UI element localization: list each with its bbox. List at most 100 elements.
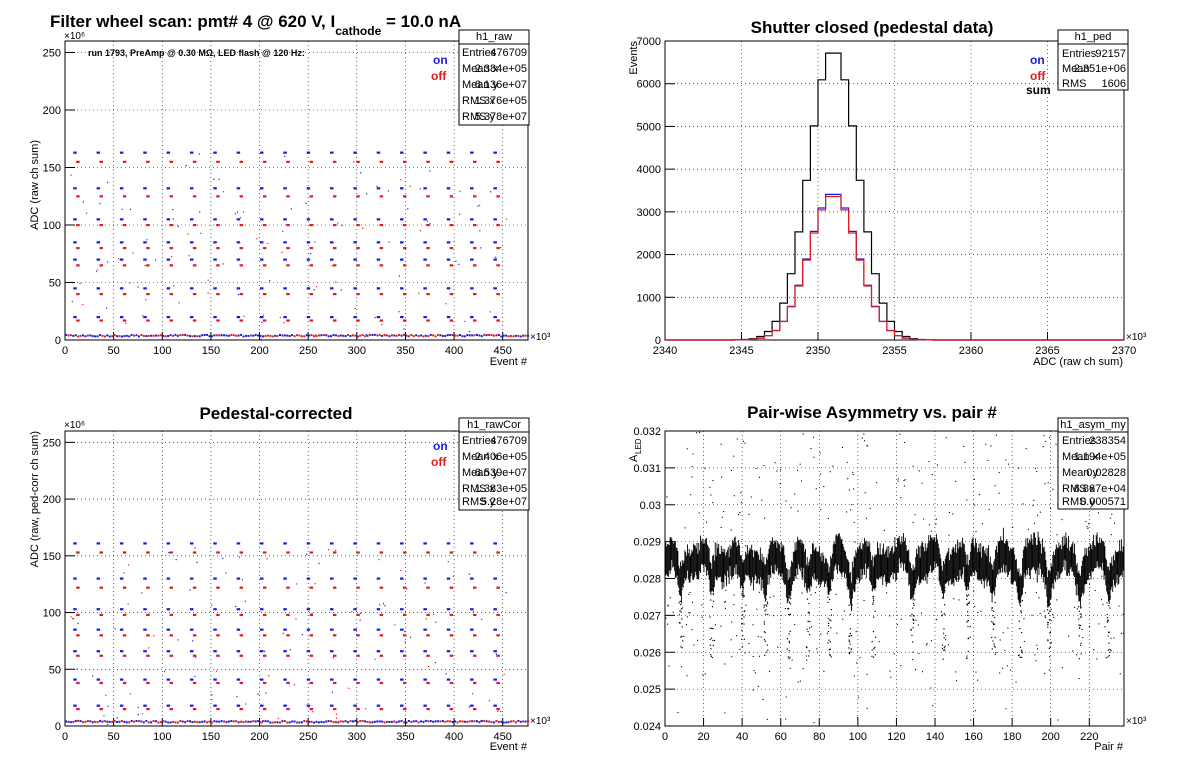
pad-raw-stat-value: 2.384e+05 xyxy=(475,63,527,75)
raw-off-mark xyxy=(402,264,407,267)
raw-on-mark xyxy=(376,151,381,154)
asym-dip-dot xyxy=(741,629,743,632)
asym-dip-dot xyxy=(1078,610,1080,612)
asym-dip-dot xyxy=(681,588,683,590)
asym-dip-dot xyxy=(766,644,768,646)
asym-y-tick-label: 0.029 xyxy=(633,537,661,549)
raw-baseline-dot xyxy=(313,335,316,338)
asym-dip-dot xyxy=(830,620,832,622)
asym-dip-dot xyxy=(851,597,853,599)
cor-off-mark xyxy=(76,634,80,637)
asym-outlier-dot xyxy=(794,623,796,625)
cor-x-tick-label: 400 xyxy=(445,731,463,743)
cor-baseline-dot xyxy=(347,721,350,724)
cor-baseline-dot xyxy=(193,720,196,723)
asym-outlier-dot xyxy=(945,437,947,439)
raw-transition-dot xyxy=(125,322,127,324)
asym-outlier-dot xyxy=(941,614,943,616)
asym-outlier-dot xyxy=(772,615,775,617)
raw-on-mark xyxy=(236,241,241,244)
asym-dip-dot xyxy=(808,612,811,614)
cor-baseline-dot xyxy=(495,719,498,722)
cor-on-mark xyxy=(119,542,124,545)
raw-transition-dot xyxy=(340,289,342,291)
raw-transition-dot xyxy=(281,251,283,253)
raw-transition-dot xyxy=(283,322,285,324)
cor-on-mark xyxy=(446,608,451,611)
asym-dip-dot xyxy=(872,656,875,658)
cor-on-mark xyxy=(423,608,427,611)
asym-outlier-dot xyxy=(733,603,735,606)
asym-outlier-dot xyxy=(948,534,950,536)
asym-dip-dot xyxy=(789,603,792,605)
raw-off-mark xyxy=(379,224,384,227)
pad-raw-stat-value: 6.136e+07 xyxy=(475,79,527,91)
asym-outlier-dot xyxy=(1082,636,1084,639)
raw-off-mark xyxy=(309,247,314,250)
raw-transition-dot xyxy=(374,316,376,319)
asym-y-tick-label: 0.03 xyxy=(640,500,661,512)
asym-dip-dot xyxy=(787,656,789,658)
cor-transition-dot xyxy=(406,588,408,590)
cor-transition-dot xyxy=(445,673,447,675)
cor-off-mark xyxy=(449,654,454,657)
cor-baseline-dot xyxy=(89,720,92,723)
raw-transition-dot xyxy=(365,193,368,195)
asym-x-tick-label: 20 xyxy=(697,731,709,743)
ped-hist-off xyxy=(665,195,1124,341)
raw-baseline-dot xyxy=(478,334,481,337)
raw-y-tick-label: 0 xyxy=(55,335,61,347)
cor-off-mark xyxy=(262,681,267,685)
raw-baseline-dot xyxy=(371,333,374,336)
asym-dip-dot xyxy=(788,633,790,635)
asym-dip-dot xyxy=(994,601,996,604)
raw-on-mark xyxy=(213,258,217,261)
cor-off-mark xyxy=(216,551,220,554)
asym-dip-dot xyxy=(1050,608,1052,611)
cor-baseline-dot xyxy=(111,720,114,723)
cor-transition-dot xyxy=(177,639,179,641)
cor-on-mark xyxy=(306,678,311,681)
raw-on-mark xyxy=(330,241,334,244)
cor-on-mark xyxy=(213,628,217,631)
cor-on-mark xyxy=(400,628,404,631)
asym-dip-dot xyxy=(1081,628,1083,631)
asym-outlier-dot xyxy=(750,496,752,498)
raw-transition-dot xyxy=(352,161,355,163)
cor-baseline-dot xyxy=(215,720,218,723)
asym-outlier-dot xyxy=(1119,673,1121,675)
asym-outlier-dot xyxy=(813,722,815,724)
raw-on-mark xyxy=(283,218,287,221)
raw-off-mark xyxy=(262,264,267,267)
raw-x-tick-label: 300 xyxy=(348,345,366,357)
cor-baseline-dot xyxy=(519,720,522,723)
raw-off-mark xyxy=(496,195,500,198)
raw-off-mark xyxy=(122,247,127,250)
raw-off-mark xyxy=(449,319,454,322)
pad-ped-stats-title: h1_ped xyxy=(1075,31,1112,43)
raw-baseline-dot xyxy=(130,333,133,336)
raw-transition-dot xyxy=(260,338,262,340)
cor-off-mark xyxy=(122,634,127,637)
raw-baseline-dot xyxy=(206,333,209,336)
raw-transition-dot xyxy=(177,225,179,227)
asym-dip-dot xyxy=(827,601,829,603)
cor-transition-dot xyxy=(503,673,505,676)
raw-off-mark xyxy=(402,160,407,163)
asym-outlier-dot xyxy=(991,607,993,609)
cor-on-mark xyxy=(236,608,241,611)
cor-transition-dot xyxy=(425,618,427,620)
asym-outlier-dot xyxy=(970,719,972,721)
asym-outlier-dot xyxy=(977,679,979,681)
asym-dip-dot xyxy=(966,604,969,606)
asym-dip-dot xyxy=(912,641,914,643)
cor-baseline-dot xyxy=(225,721,228,724)
asym-outlier-dot xyxy=(914,514,916,516)
asym-dip-dot xyxy=(1080,581,1083,583)
cor-transition-dot xyxy=(360,612,362,614)
cor-baseline-dot xyxy=(517,719,520,722)
cor-baseline-dot xyxy=(415,720,418,723)
cor-on-mark xyxy=(143,628,147,631)
cor-on-mark xyxy=(166,542,171,545)
cor-transition-dot xyxy=(468,573,470,575)
